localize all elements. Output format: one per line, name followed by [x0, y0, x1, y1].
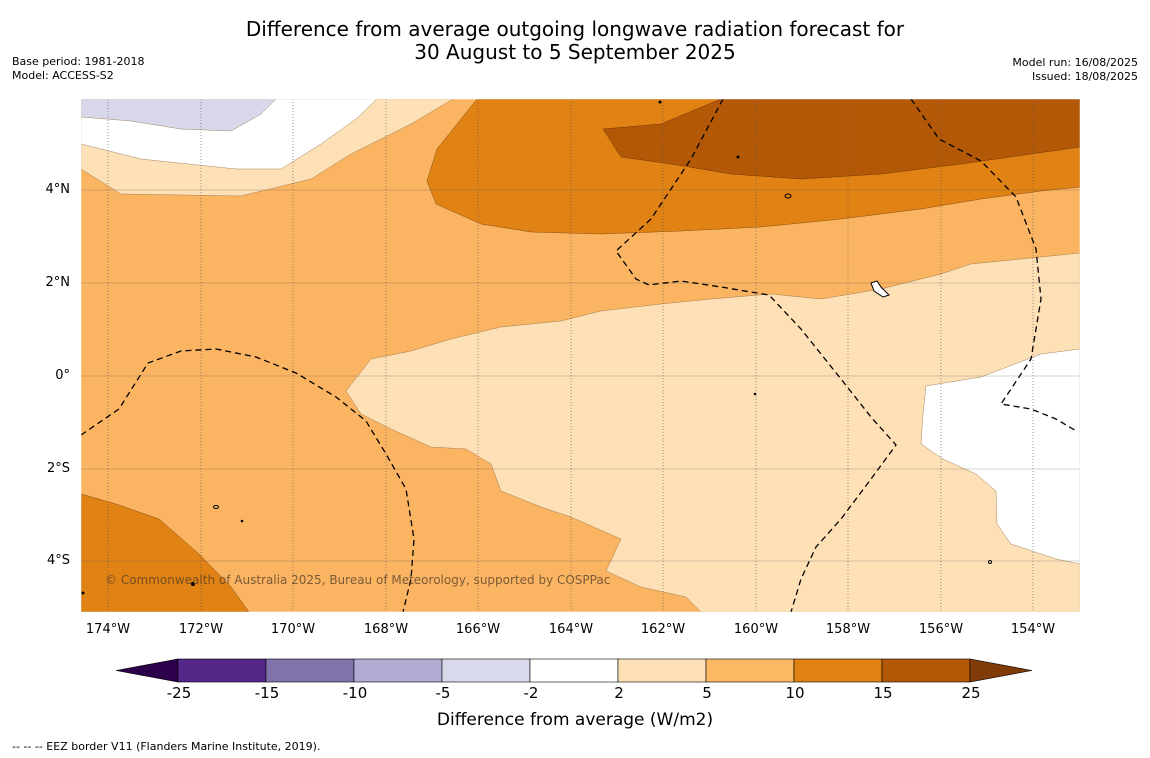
lon-label-174w: 174°W — [85, 622, 131, 637]
colorbar-svg — [115, 658, 1033, 683]
colorbar-swatch-2 — [353, 658, 443, 683]
meta-left: Base period: 1981-2018 Model: ACCESS-S2 — [12, 55, 144, 83]
island-small-i — [81, 591, 85, 595]
lon-label-162w: 162°W — [640, 622, 686, 637]
map-panel — [81, 99, 1080, 612]
lat-label-4s: 4°S — [46, 553, 70, 568]
islands — [81, 100, 992, 595]
colorbar-swatch-3 — [441, 658, 531, 683]
colorbar-swatch-7 — [793, 658, 883, 683]
eez-legend-note: -- -- -- EEZ border V11 (Flanders Marine… — [12, 740, 321, 753]
colorbar-swatch-8 — [881, 658, 971, 683]
lat-label-0: 0° — [55, 368, 70, 383]
colorbar-tick-2: 2 — [614, 684, 624, 702]
map-svg — [81, 99, 1080, 612]
lon-label-160w: 160°W — [733, 622, 779, 637]
colorbar-swatch-0 — [177, 658, 267, 683]
lon-label-154w: 154°W — [1010, 622, 1056, 637]
graticule — [81, 99, 1080, 612]
colorbar-label: Difference from average (W/m2) — [436, 710, 714, 730]
colorbar-tick--5: -5 — [435, 684, 451, 702]
eez-border-west — [81, 348, 415, 612]
colorbar-tick--15: -15 — [254, 684, 280, 702]
lon-label-158w: 158°W — [825, 622, 871, 637]
band-neg5-neg2-north — [81, 99, 277, 132]
island-small-c — [191, 582, 195, 586]
island-small-b — [213, 505, 219, 509]
lon-label-166w: 166°W — [455, 622, 501, 637]
lat-label-2n: 2°N — [45, 275, 71, 290]
colorbar-tick-5: 5 — [702, 684, 712, 702]
model-run: Model run: 16/08/2025 — [1012, 56, 1138, 69]
island-small-f — [736, 155, 740, 159]
colorbar-swatch-6 — [705, 658, 795, 683]
lon-label-170w: 170°W — [270, 622, 316, 637]
band-neg2-2-east — [920, 348, 1080, 565]
lat-label-2s: 2°S — [46, 461, 70, 476]
meta-right: Model run: 16/08/2025 Issued: 18/08/2025 — [1012, 56, 1138, 84]
colorbar — [110, 655, 1040, 689]
issued-date: Issued: 18/08/2025 — [1031, 70, 1138, 83]
colorbar-tick-25: 25 — [961, 684, 981, 702]
colorbar-swatch-5 — [617, 658, 707, 683]
island-small-a — [784, 193, 792, 199]
island-small-e — [658, 100, 662, 104]
copyright-credit: © Commonwealth of Australia 2025, Bureau… — [105, 573, 611, 587]
title-line-1: Difference from average outgoing longwav… — [245, 17, 905, 41]
island-small-h — [240, 519, 244, 523]
colorbar-tick-15: 15 — [873, 684, 893, 702]
band-15-25-north — [602, 99, 1080, 180]
lat-label-4n: 4°N — [45, 182, 71, 197]
colorbar-extend-min — [115, 658, 179, 683]
map-title: Difference from average outgoing longwav… — [0, 18, 1150, 64]
island-small-g — [753, 392, 757, 396]
colorbar-tick--25: -25 — [166, 684, 192, 702]
lon-label-168w: 168°W — [363, 622, 409, 637]
eez-border-central — [615, 99, 897, 612]
band-10-15-south — [81, 493, 250, 612]
lon-label-156w: 156°W — [918, 622, 964, 637]
island-small-d — [988, 560, 992, 564]
colorbar-swatch-4 — [529, 658, 619, 683]
base-period: Base period: 1981-2018 — [12, 55, 145, 68]
colorbar-tick--2: -2 — [523, 684, 539, 702]
lon-label-164w: 164°W — [548, 622, 594, 637]
island-jarvis — [870, 280, 890, 298]
eez-border-east — [910, 99, 1079, 433]
eez-borders — [81, 99, 1079, 612]
band-2-5-central — [345, 252, 1080, 612]
colorbar-tick--10: -10 — [342, 684, 368, 702]
model-name: Model: ACCESS-S2 — [12, 69, 114, 82]
colorbar-extend-max — [969, 658, 1033, 683]
lon-label-172w: 172°W — [178, 622, 224, 637]
title-line-2: 30 August to 5 September 2025 — [414, 40, 736, 64]
colorbar-swatch-1 — [265, 658, 355, 683]
colorbar-tick-10: 10 — [785, 684, 805, 702]
